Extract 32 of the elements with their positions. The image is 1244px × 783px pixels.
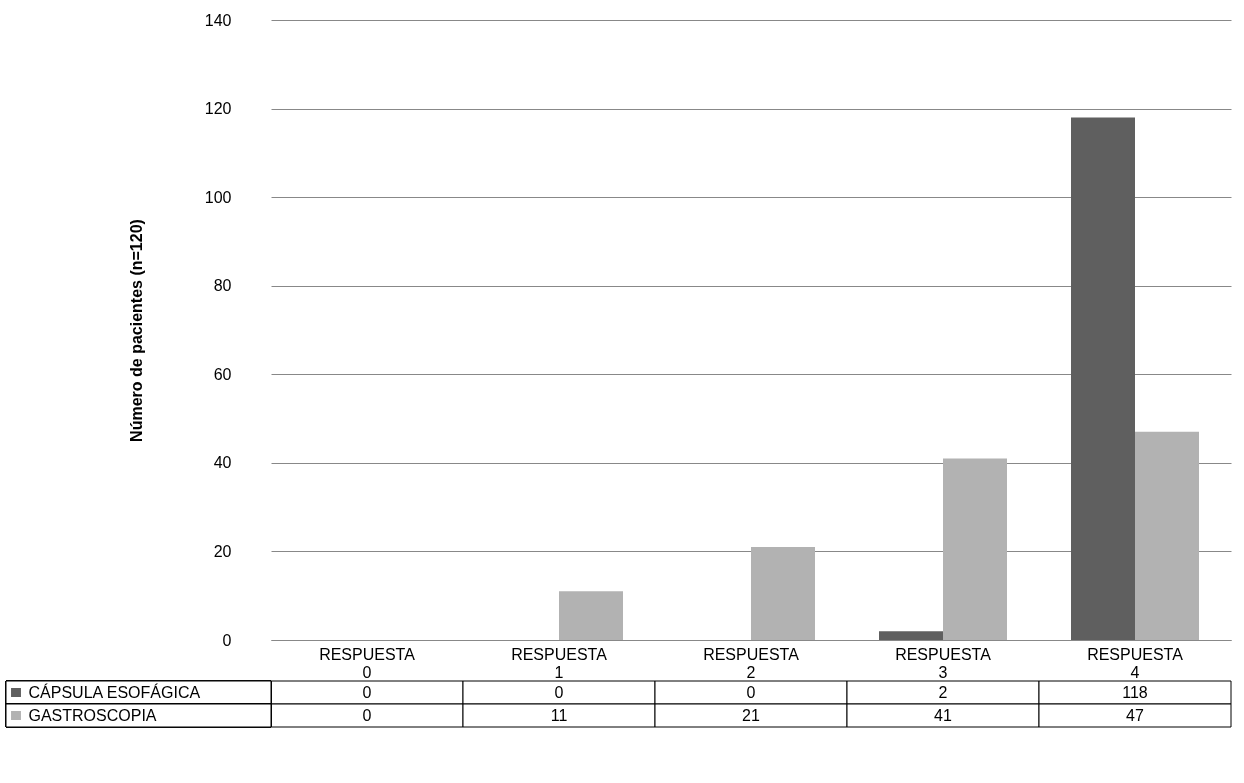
data-label: 47 [1126, 706, 1144, 724]
x-tick-label: RESPUESTA 0 [319, 645, 416, 681]
data-label: 11 [550, 706, 568, 724]
y-tick-label: 100 [204, 188, 232, 206]
y-tick-label: 120 [204, 100, 232, 118]
y-tick-label: 40 [213, 454, 232, 472]
data-label: 21 [742, 706, 760, 724]
y-tick-label: 20 [213, 542, 232, 560]
x-tick-label: RESPUESTA 2 [703, 645, 800, 681]
y-tick-label: 60 [213, 365, 232, 383]
bar [559, 591, 623, 640]
y-axis-title: Número de pacientes (n=120) [127, 219, 145, 442]
data-label: 41 [934, 706, 952, 724]
data-label: 0 [554, 683, 564, 701]
bar [751, 547, 815, 640]
data-label: 0 [746, 683, 756, 701]
bar [943, 458, 1007, 640]
legend-label: CÁPSULA ESOFÁGICA [28, 682, 201, 701]
y-tick-label: 0 [222, 631, 232, 649]
data-label: 118 [1122, 683, 1148, 701]
bar [1071, 117, 1135, 640]
data-label: 0 [362, 683, 372, 701]
legend-label: GASTROSCOPIA [28, 706, 157, 724]
y-tick-label: 80 [213, 277, 232, 295]
data-label: 0 [362, 706, 372, 724]
bar [879, 631, 943, 640]
y-tick-label: 140 [204, 11, 232, 29]
x-tick-label: RESPUESTA 3 [895, 645, 992, 681]
bar [1135, 431, 1199, 640]
x-tick-label: RESPUESTA 1 [511, 645, 608, 681]
x-tick-label: RESPUESTA 4 [1087, 645, 1184, 681]
data-label: 2 [938, 683, 948, 701]
